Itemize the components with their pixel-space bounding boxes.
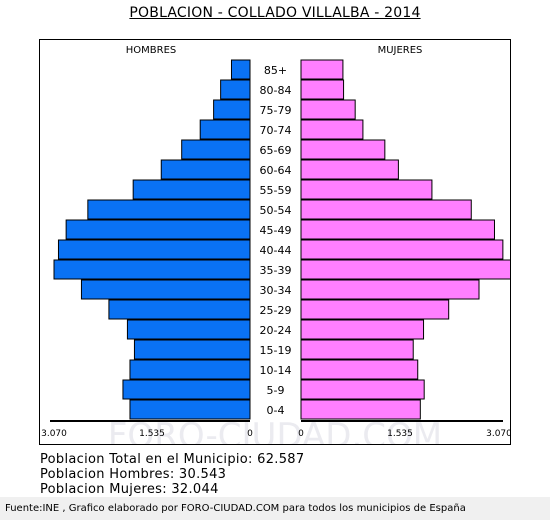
bar-hombres-25-29 — [108, 299, 251, 320]
bar-mujeres-80-84 — [300, 79, 345, 100]
bar-mujeres-15-19 — [300, 339, 414, 360]
bar-hombres-0-4 — [129, 399, 251, 420]
bar-hombres-50-54 — [87, 199, 251, 220]
left-header: HOMBRES — [126, 45, 177, 56]
bar-mujeres-50-54 — [300, 199, 472, 220]
stat-total: Poblacion Total en el Municipio: 62.587 — [40, 452, 305, 467]
age-label-15-19: 15-19 — [260, 344, 292, 357]
bar-mujeres-35-39 — [300, 259, 510, 280]
bar-hombres-5-9 — [122, 379, 251, 400]
bar-hombres-85+ — [230, 59, 251, 80]
age-label-25-29: 25-29 — [260, 304, 292, 317]
age-label-20-24: 20-24 — [260, 324, 292, 337]
bar-hombres-60-64 — [160, 159, 251, 180]
age-label-75-79: 75-79 — [260, 104, 292, 117]
bar-mujeres-45-49 — [300, 219, 495, 240]
bar-hombres-30-34 — [80, 279, 251, 300]
bar-mujeres-40-44 — [300, 239, 504, 260]
bars-layer — [53, 59, 510, 420]
bar-mujeres-10-14 — [300, 359, 419, 380]
bar-mujeres-65-69 — [300, 139, 386, 160]
bar-mujeres-20-24 — [300, 319, 425, 340]
age-label-30-34: 30-34 — [260, 284, 292, 297]
bar-mujeres-5-9 — [300, 379, 425, 400]
stat-mujeres: Poblacion Mujeres: 32.044 — [40, 482, 219, 497]
age-label-85+: 85+ — [264, 64, 287, 77]
age-label-45-49: 45-49 — [260, 224, 292, 237]
bar-hombres-45-49 — [65, 219, 251, 240]
age-label-65-69: 65-69 — [260, 144, 292, 157]
tick-right-1: 1.535 — [387, 429, 413, 439]
age-label-40-44: 40-44 — [260, 244, 292, 257]
bar-hombres-75-79 — [213, 99, 251, 120]
population-pyramid: FORO-CIUDAD.COM HOMBRES MUJERES 85+80-84… — [41, 45, 510, 444]
age-label-60-64: 60-64 — [260, 164, 292, 177]
bar-mujeres-85+ — [300, 59, 344, 80]
age-label-70-74: 70-74 — [260, 124, 292, 137]
chart-frame: FORO-CIUDAD.COM HOMBRES MUJERES 85+ 80-84… — [39, 39, 511, 445]
bar-mujeres-75-79 — [300, 99, 356, 120]
age-label-80-84: 80-84 — [260, 84, 292, 97]
tick-left-2: 0 — [247, 429, 253, 439]
bar-mujeres-25-29 — [300, 299, 450, 320]
bar-hombres-20-24 — [126, 319, 251, 340]
age-label-0-4: 0-4 — [267, 404, 285, 417]
age-labels-layer: 85+ 80-84 75-79 70-74 65-69 60-64 55-59 50-54 45… — [260, 64, 292, 417]
age-label-10-14: 10-14 — [260, 364, 292, 377]
bar-mujeres-30-34 — [300, 279, 480, 300]
page-title: POBLACION - COLLADO VILLALBA - 2014 — [129, 5, 421, 21]
bar-hombres-70-74 — [199, 119, 251, 140]
age-label-35-39: 35-39 — [260, 264, 292, 277]
bar-mujeres-55-59 — [300, 179, 433, 200]
footer-source: Fuente:INE , Grafico elaborado por FORO-… — [0, 497, 550, 520]
bar-hombres-55-59 — [132, 179, 251, 200]
age-label-5-9: 5-9 — [267, 384, 285, 397]
right-header: MUJERES — [378, 45, 423, 56]
bar-hombres-35-39 — [53, 259, 251, 280]
bar-hombres-15-19 — [133, 339, 251, 360]
bar-hombres-40-44 — [57, 239, 251, 260]
tick-left-1: 1.535 — [139, 429, 165, 439]
bar-hombres-80-84 — [220, 79, 251, 100]
age-label-55-59: 55-59 — [260, 184, 292, 197]
stat-hombres: Poblacion Hombres: 30.543 — [40, 467, 227, 482]
tick-left-0: 3.070 — [41, 429, 67, 439]
bar-hombres-65-69 — [181, 139, 251, 160]
bar-hombres-10-14 — [129, 359, 251, 380]
bar-mujeres-0-4 — [300, 399, 421, 420]
tick-right-0: 0 — [298, 429, 304, 439]
age-label-50-54: 50-54 — [260, 204, 292, 217]
bar-mujeres-60-64 — [300, 159, 399, 180]
bar-mujeres-70-74 — [300, 119, 364, 140]
tick-right-2: 3.070 — [486, 429, 510, 439]
axis-layer: 3.070 1.535 0 0 1.535 3.070 — [41, 420, 510, 439]
